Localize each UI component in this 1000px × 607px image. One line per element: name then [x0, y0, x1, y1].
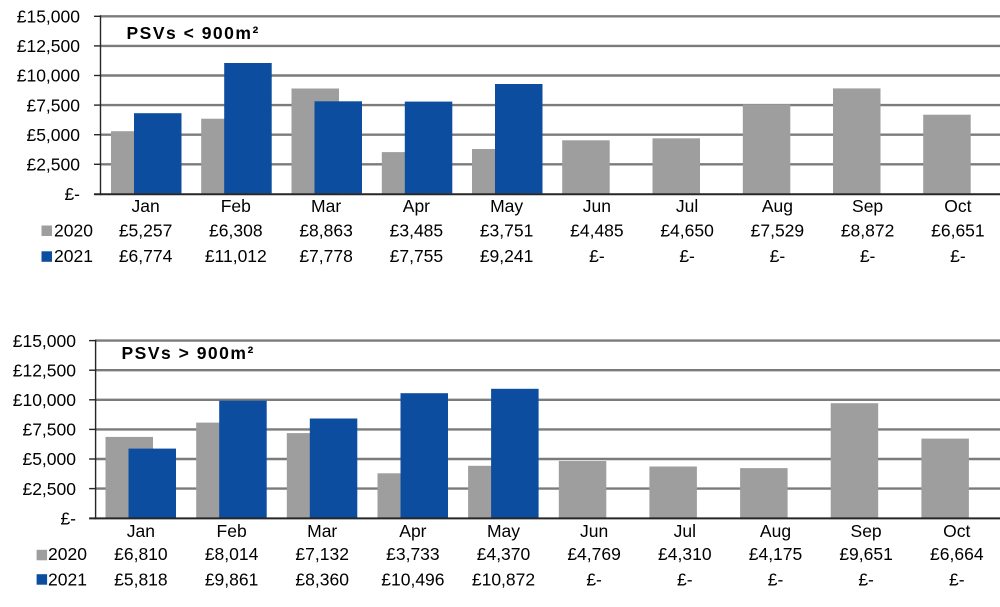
svg-text:Jun: Jun [580, 521, 608, 541]
svg-text:£5,000: £5,000 [22, 449, 76, 469]
svg-text:£10,872: £10,872 [472, 570, 535, 590]
svg-text:£4,650: £4,650 [660, 221, 714, 241]
svg-text:£4,769: £4,769 [567, 544, 621, 564]
svg-text:Apr: Apr [399, 521, 426, 541]
svg-text:£-: £- [60, 508, 76, 528]
svg-text:Jan: Jan [131, 196, 159, 216]
svg-text:£7,529: £7,529 [751, 221, 805, 241]
svg-text:Aug: Aug [760, 521, 791, 541]
svg-text:£7,500: £7,500 [22, 420, 76, 440]
svg-text:£7,500: £7,500 [26, 95, 80, 115]
svg-text:£10,496: £10,496 [381, 570, 444, 590]
svg-text:£2,500: £2,500 [22, 479, 76, 499]
svg-text:Feb: Feb [217, 521, 247, 541]
svg-text:2021: 2021 [48, 570, 87, 590]
svg-text:£10,000: £10,000 [13, 390, 77, 410]
svg-text:£5,000: £5,000 [26, 125, 80, 145]
svg-text:£3,751: £3,751 [480, 221, 534, 241]
svg-text:Apr: Apr [403, 196, 430, 216]
svg-text:2020: 2020 [54, 221, 93, 241]
svg-text:£-: £- [586, 570, 602, 590]
svg-text:£8,872: £8,872 [841, 221, 895, 241]
svg-text:£3,485: £3,485 [390, 221, 444, 241]
svg-text:£6,810: £6,810 [114, 544, 168, 564]
svg-text:£12,500: £12,500 [13, 360, 77, 380]
svg-text:£8,014: £8,014 [205, 544, 259, 564]
svg-text:£-: £- [679, 246, 695, 266]
svg-text:£-: £- [64, 184, 80, 204]
svg-text:£8,863: £8,863 [299, 221, 353, 241]
svg-text:£9,241: £9,241 [480, 246, 534, 266]
svg-text:May: May [490, 196, 523, 216]
svg-text:£12,500: £12,500 [17, 36, 81, 56]
svg-text:£5,257: £5,257 [119, 221, 173, 241]
svg-text:PSVs < 900m²: PSVs < 900m² [127, 23, 260, 43]
svg-text:Feb: Feb [221, 196, 251, 216]
svg-text:Jun: Jun [583, 196, 611, 216]
svg-text:Oct: Oct [943, 521, 970, 541]
svg-text:£-: £- [770, 246, 786, 266]
svg-text:£7,132: £7,132 [295, 544, 349, 564]
svg-text:£-: £- [950, 246, 966, 266]
svg-text:£2,500: £2,500 [26, 155, 80, 175]
svg-text:£5,818: £5,818 [114, 570, 168, 590]
svg-text:£-: £- [677, 570, 693, 590]
svg-text:£9,861: £9,861 [205, 570, 259, 590]
svg-text:£7,755: £7,755 [390, 246, 444, 266]
svg-text:Jul: Jul [676, 196, 698, 216]
svg-text:May: May [487, 521, 520, 541]
svg-text:£-: £- [589, 246, 605, 266]
svg-text:Mar: Mar [311, 196, 341, 216]
svg-text:Mar: Mar [307, 521, 337, 541]
svg-text:£15,000: £15,000 [13, 331, 77, 351]
svg-text:Sep: Sep [852, 196, 883, 216]
svg-text:Jan: Jan [127, 521, 155, 541]
svg-text:£4,370: £4,370 [477, 544, 531, 564]
svg-text:£6,774: £6,774 [119, 246, 173, 266]
svg-text:£6,308: £6,308 [209, 221, 263, 241]
svg-text:£-: £- [860, 246, 876, 266]
svg-text:£15,000: £15,000 [17, 7, 81, 27]
svg-text:£7,778: £7,778 [299, 246, 353, 266]
svg-text:£4,485: £4,485 [570, 221, 624, 241]
svg-text:2021: 2021 [54, 246, 93, 266]
svg-text:£4,175: £4,175 [749, 544, 803, 564]
svg-text:£-: £- [768, 570, 784, 590]
svg-text:Oct: Oct [944, 196, 971, 216]
svg-text:£9,651: £9,651 [839, 544, 893, 564]
svg-text:£-: £- [858, 570, 874, 590]
svg-text:£11,012: £11,012 [205, 246, 267, 266]
svg-text:£10,000: £10,000 [17, 66, 81, 86]
svg-text:£6,664: £6,664 [930, 544, 984, 564]
svg-text:£4,310: £4,310 [658, 544, 712, 564]
svg-text:Aug: Aug [762, 196, 793, 216]
svg-text:Jul: Jul [674, 521, 696, 541]
svg-text:£3,733: £3,733 [386, 544, 440, 564]
svg-text:£-: £- [949, 570, 965, 590]
svg-text:PSVs > 900m²: PSVs > 900m² [122, 343, 255, 363]
svg-text:£8,360: £8,360 [295, 570, 349, 590]
svg-text:2020: 2020 [48, 544, 87, 564]
svg-text:Sep: Sep [851, 521, 882, 541]
svg-text:£6,651: £6,651 [931, 221, 985, 241]
